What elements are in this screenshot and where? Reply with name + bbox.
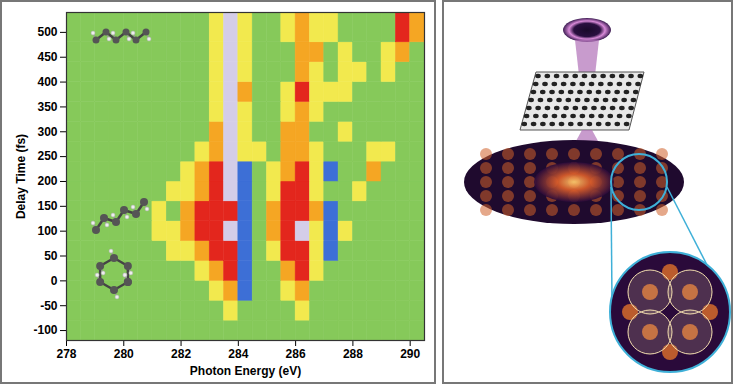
svg-text:500: 500 (37, 25, 57, 39)
svg-text:284: 284 (228, 347, 248, 361)
svg-text:280: 280 (114, 347, 134, 361)
svg-text:Delay Time (fs): Delay Time (fs) (14, 134, 28, 219)
svg-text:282: 282 (171, 347, 191, 361)
svg-text:290: 290 (400, 347, 420, 361)
svg-text:50: 50 (44, 249, 58, 263)
svg-text:350: 350 (37, 100, 57, 114)
svg-text:288: 288 (343, 347, 363, 361)
svg-text:Photon Energy (eV): Photon Energy (eV) (190, 364, 301, 378)
svg-text:0: 0 (51, 274, 58, 288)
svg-text:250: 250 (37, 149, 57, 163)
svg-text:286: 286 (286, 347, 306, 361)
svg-text:-50: -50 (40, 299, 58, 313)
svg-text:278: 278 (56, 347, 76, 361)
svg-text:150: 150 (37, 199, 57, 213)
svg-text:100: 100 (37, 224, 57, 238)
svg-text:300: 300 (37, 125, 57, 139)
svg-text:450: 450 (37, 50, 57, 64)
svg-text:200: 200 (37, 174, 57, 188)
svg-text:400: 400 (37, 75, 57, 89)
svg-text:-100: -100 (33, 323, 57, 337)
